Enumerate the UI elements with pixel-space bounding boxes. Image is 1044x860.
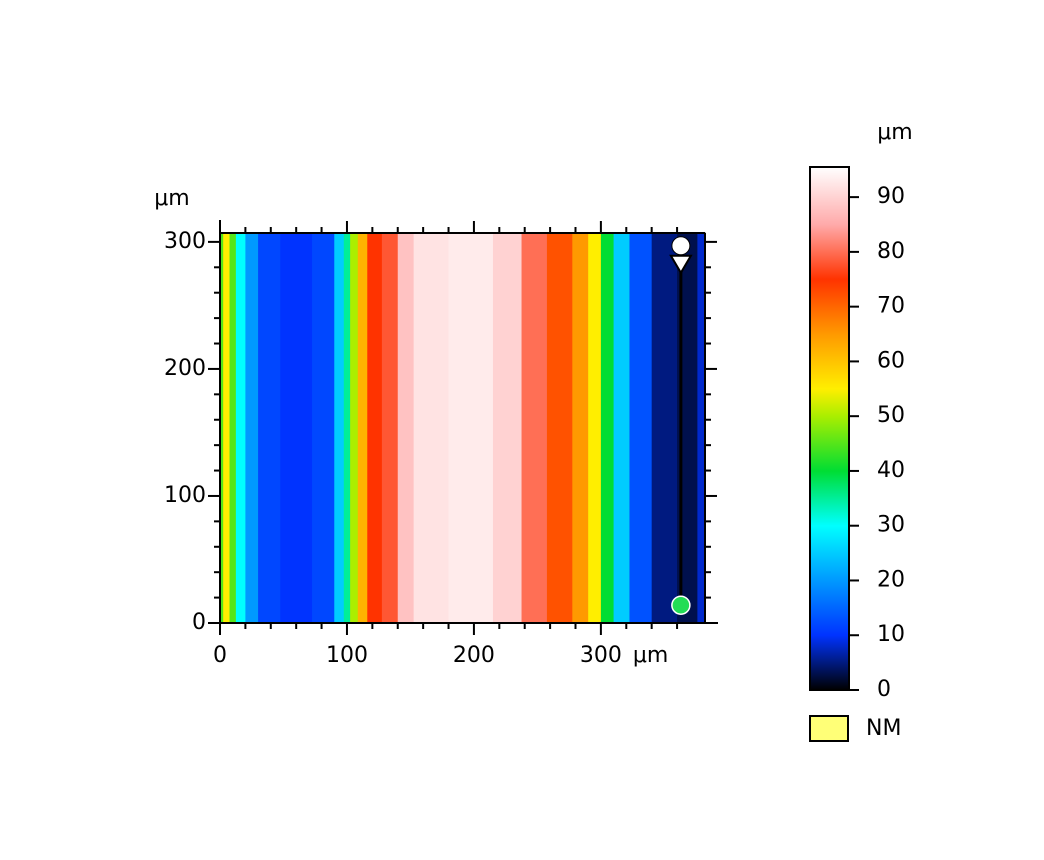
- height-stripe: [357, 233, 368, 623]
- height-stripe: [280, 233, 313, 623]
- height-stripe: [229, 233, 237, 623]
- y-tick-label: 0: [192, 610, 206, 635]
- height-stripe: [600, 233, 615, 623]
- colorbar: [809, 166, 850, 691]
- height-stripe: [613, 233, 630, 623]
- height-stripe: [651, 233, 678, 623]
- x-tick-label: 100: [326, 643, 368, 668]
- colorbar-tick-label: 70: [877, 294, 905, 319]
- y-tick-label: 100: [164, 483, 206, 508]
- height-stripe: [223, 233, 231, 623]
- height-stripe: [245, 233, 259, 623]
- profile-marker: [669, 254, 693, 275]
- height-stripe: [629, 233, 653, 623]
- height-stripe: [448, 233, 494, 623]
- height-stripe: [521, 233, 548, 623]
- height-stripe: [413, 233, 450, 623]
- legend-label: NM: [866, 716, 901, 741]
- legend-swatch: [809, 715, 849, 742]
- height-stripe: [220, 233, 224, 623]
- height-stripe: [397, 233, 415, 623]
- colorbar-tick-label: 30: [877, 513, 905, 538]
- colorbar-tick-label: 90: [877, 184, 905, 209]
- y-tick-label: 300: [164, 229, 206, 254]
- profile-end: [671, 236, 691, 256]
- colorbar-tick-label: 60: [877, 348, 905, 373]
- colorbar-tick-label: 80: [877, 239, 905, 264]
- y-tick-label: 200: [164, 356, 206, 381]
- height-stripe: [258, 233, 281, 623]
- colorbar-tick-label: 20: [877, 567, 905, 592]
- y-unit: μm: [154, 186, 189, 211]
- x-unit: μm: [633, 643, 668, 668]
- colorbar-unit: μm: [877, 120, 912, 145]
- x-tick-label: 200: [453, 643, 495, 668]
- height-stripe: [350, 233, 359, 623]
- x-tick-label: 300: [580, 643, 622, 668]
- height-stripe: [492, 233, 523, 623]
- height-stripe: [546, 233, 573, 623]
- colorbar-tick-label: 0: [877, 677, 891, 702]
- height-stripe: [235, 233, 246, 623]
- colorbar-tick-label: 50: [877, 403, 905, 428]
- height-stripe: [588, 233, 602, 623]
- colorbar-tick-label: 10: [877, 622, 905, 647]
- height-stripe: [334, 233, 345, 623]
- profile-start: [671, 595, 691, 615]
- height-stripe: [367, 233, 383, 623]
- height-stripe: [381, 233, 399, 623]
- height-stripe: [343, 233, 351, 623]
- colorbar-tick-label: 40: [877, 458, 905, 483]
- x-tick-label: 0: [213, 643, 227, 668]
- height-stripe: [312, 233, 335, 623]
- height-stripe: [572, 233, 589, 623]
- height-stripe: [697, 233, 706, 623]
